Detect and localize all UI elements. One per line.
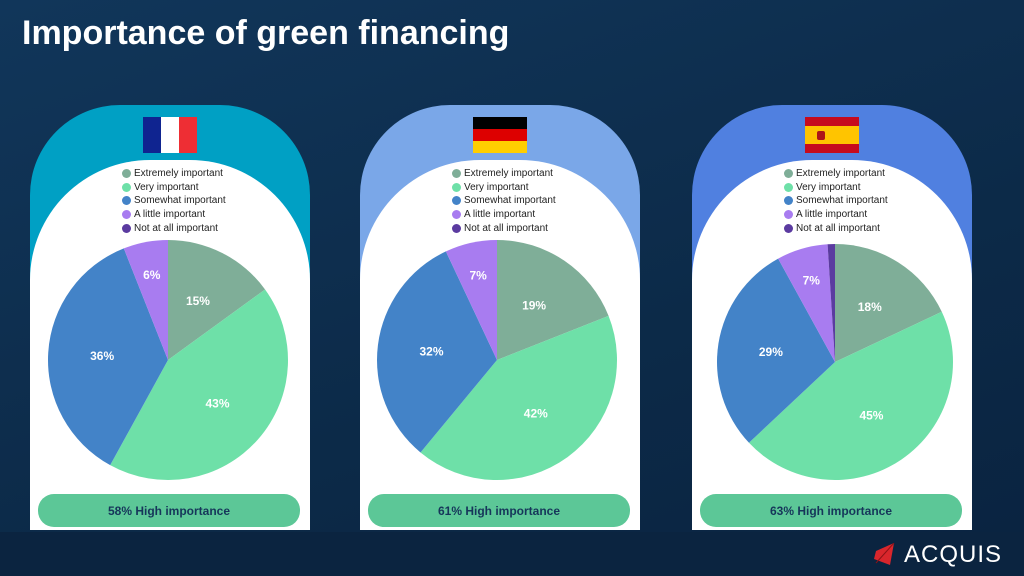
data-label: 29%	[759, 345, 783, 359]
legend-item: A little important	[784, 208, 888, 222]
data-label: 6%	[143, 268, 161, 282]
pie-slice-very	[420, 315, 617, 481]
data-label: 19%	[522, 298, 546, 312]
flag-spain-icon	[805, 117, 859, 153]
legend-swatch-icon	[784, 169, 793, 179]
legend-swatch-icon	[122, 169, 131, 179]
pie-slice-little	[445, 240, 497, 360]
legend: Extremely important Very important Somewha…	[784, 167, 888, 235]
footer-bar	[0, 532, 1024, 576]
legend-item: Extremely important	[452, 167, 556, 181]
legend-swatch-icon	[122, 223, 131, 233]
legend-swatch-icon	[452, 210, 461, 220]
pie-chart: 18% 45% 29% 7%	[717, 244, 953, 480]
legend-label: Extremely important	[796, 168, 885, 180]
data-label: 32%	[420, 345, 444, 359]
data-label: 18%	[858, 300, 882, 314]
pie-slice-extremely	[168, 240, 266, 360]
legend-swatch-icon	[452, 223, 461, 233]
logo-text: ACQUIS	[903, 541, 1002, 568]
pie-slice-somewhat	[48, 248, 168, 466]
legend-item: Very important	[784, 181, 888, 195]
pie-chart: 19% 42% 32% 7%	[377, 240, 617, 481]
summary-badge: 58% High importance	[38, 494, 300, 527]
legend: Extremely important Very important Somewha…	[122, 167, 226, 235]
legend-item: Somewhat important	[122, 194, 226, 208]
legend-item: Very important	[122, 181, 226, 195]
pie-slice-extremely	[497, 240, 609, 360]
summary-badge: 61% High importance	[368, 494, 630, 527]
legend-label: Somewhat important	[134, 195, 226, 207]
legend-swatch-icon	[122, 210, 131, 220]
legend-item: Extremely important	[784, 167, 888, 181]
page-title: Importance of green financing	[22, 14, 510, 52]
card-spain: Extremely important Very important Somewha…	[692, 105, 972, 530]
legend-swatch-icon	[784, 182, 793, 192]
legend-item: Somewhat important	[452, 194, 556, 208]
data-label: 7%	[803, 273, 821, 287]
legend-swatch-icon	[452, 169, 461, 179]
legend-label: Extremely important	[464, 168, 553, 180]
legend-item: Very important	[452, 181, 556, 195]
legend-label: Somewhat important	[464, 195, 556, 207]
legend-label: A little important	[464, 209, 536, 221]
legend-item: Not at all important	[784, 221, 888, 235]
pie-slice-extremely	[835, 244, 942, 362]
data-label: 43%	[205, 397, 229, 411]
legend-swatch-icon	[784, 196, 793, 206]
legend-item: A little important	[122, 208, 226, 222]
data-label: 15%	[186, 294, 210, 308]
pie-chart: 15% 43% 36% 6%	[48, 240, 289, 481]
legend-label: Not at all important	[464, 222, 548, 234]
legend-label: A little important	[796, 209, 868, 221]
pie-slice-very	[110, 289, 289, 481]
legend-item: Extremely important	[122, 167, 226, 181]
legend-item: A little important	[452, 208, 556, 222]
legend-item: Not at all important	[122, 221, 226, 235]
logo-mark-icon	[873, 543, 895, 565]
data-label: 45%	[859, 409, 883, 423]
legend-label: A little important	[134, 209, 206, 221]
legend-label: Very important	[796, 181, 861, 193]
pie-slice-not	[827, 244, 835, 362]
flag-france-icon	[143, 117, 197, 153]
legend: Extremely important Very important Somewha…	[452, 167, 556, 235]
pie-slice-little	[123, 240, 168, 360]
legend-label: Somewhat important	[796, 195, 888, 207]
card-france: Extremely important Very important Somewha…	[30, 105, 310, 530]
legend-label: Not at all important	[796, 222, 880, 234]
legend-item: Somewhat important	[784, 194, 888, 208]
card-germany: Extremely important Very important Somewha…	[360, 105, 640, 530]
flag-germany-icon	[473, 117, 527, 153]
pie-slice-little	[778, 244, 835, 362]
summary-badge: 63% High importance	[700, 494, 962, 527]
pie-slice-somewhat	[377, 251, 497, 453]
legend-label: Very important	[464, 181, 529, 193]
legend-item: Not at all important	[452, 221, 556, 235]
legend-label: Very important	[134, 181, 199, 193]
acquis-logo: ACQUIS	[872, 541, 1002, 569]
legend-label: Not at all important	[134, 222, 218, 234]
data-label: 42%	[524, 406, 548, 420]
legend-swatch-icon	[784, 210, 793, 220]
data-label: 7%	[469, 269, 487, 283]
pie-slice-somewhat	[717, 258, 835, 443]
legend-label: Extremely important	[134, 168, 223, 180]
data-label: 36%	[90, 349, 114, 363]
legend-swatch-icon	[122, 182, 131, 192]
legend-swatch-icon	[122, 196, 131, 206]
legend-swatch-icon	[452, 196, 461, 206]
pie-slice-very	[748, 311, 953, 480]
legend-swatch-icon	[784, 223, 793, 233]
legend-swatch-icon	[452, 182, 461, 192]
